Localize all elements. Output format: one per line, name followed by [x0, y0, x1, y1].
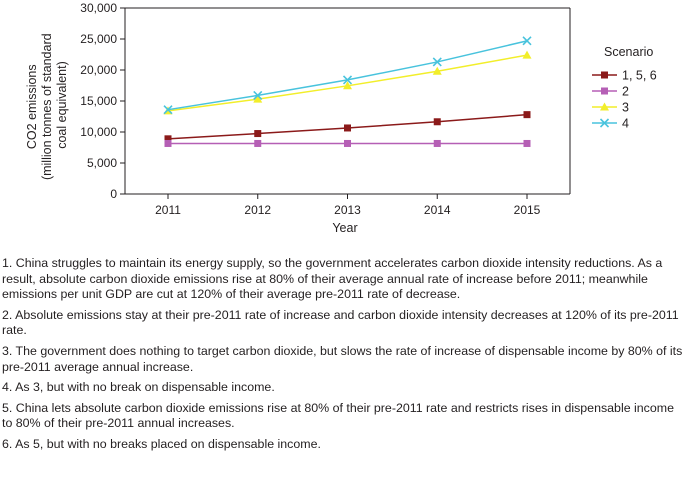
scenario-notes: 1. China struggles to maintain its energ…	[2, 256, 684, 458]
legend: Scenario 1, 5, 6 2 3 4	[592, 45, 657, 131]
x-tick-label: 2013	[334, 203, 361, 217]
data-point-series-2	[164, 139, 172, 147]
x-tick-label: 2015	[514, 203, 541, 217]
y-tick-label: 0	[110, 187, 117, 201]
legend-swatch-marker	[601, 87, 608, 95]
y-tick-label: 10,000	[80, 125, 117, 139]
emissions-chart: 0 5,000 10,000 15,000 20,000 25,000 30,000 201…	[25, 1, 657, 235]
note-2: 2. Absolute emissions stay at their pre-…	[2, 307, 679, 338]
data-point-series-2	[344, 139, 351, 147]
x-tick-label: 2012	[244, 203, 271, 217]
y-axis-title-line1: CO2 emissions	[25, 64, 39, 149]
data-point-series-4	[253, 90, 263, 100]
legend-swatch-marker	[600, 102, 609, 111]
x-tick-label: 2011	[155, 203, 181, 217]
data-point-series-1	[164, 135, 172, 143]
data-point-series-2	[254, 139, 262, 147]
y-axis-title: CO2 emissions (million tonnes of standar…	[25, 30, 69, 180]
data-point-series-1	[344, 124, 351, 132]
data-point-series-1	[254, 130, 262, 138]
data-point-series-4	[432, 57, 442, 67]
note-4: 4. As 3, but with no break on dispensabl…	[2, 380, 275, 395]
y-axis-title-line3: coal equivalent)	[55, 61, 69, 149]
data-point-series-4	[342, 75, 353, 85]
legend-label-1: 1, 5, 6	[622, 69, 657, 83]
data-point-series-4	[163, 105, 173, 115]
y-axis-title-line2: (million tonnes of standard	[40, 33, 54, 180]
data-point-series-3	[522, 50, 532, 59]
legend-swatch-marker	[601, 71, 608, 79]
note-6: 6. As 5, but with no breaks placed on di…	[2, 436, 321, 451]
legend-label-4: 4	[622, 117, 629, 131]
series-line-4	[167, 40, 528, 111]
legend-label-3: 3	[622, 101, 629, 115]
x-tick-label: 2014	[424, 203, 451, 217]
data-point-series-3	[432, 66, 442, 75]
y-tick-label: 30,000	[80, 1, 117, 15]
note-3: 3. The government does nothing to target…	[2, 343, 683, 374]
data-point-series-2	[433, 139, 441, 147]
y-tick-label: 25,000	[80, 32, 117, 46]
data-point-series-4	[522, 36, 532, 46]
data-point-series-1	[523, 111, 531, 119]
data-point-series-3	[253, 94, 263, 103]
legend-swatch-marker	[599, 118, 610, 128]
data-point-series-3	[343, 81, 352, 90]
legend-title: Scenario	[604, 45, 653, 59]
y-tick-label: 15,000	[80, 94, 117, 108]
y-tick-label: 5,000	[87, 156, 117, 170]
legend-label-2: 2	[622, 85, 629, 99]
data-point-series-2	[523, 139, 531, 147]
data-point-series-1	[433, 118, 441, 126]
y-tick-label: 20,000	[80, 63, 117, 77]
x-axis-title: Year	[332, 221, 357, 235]
note-1: 1. China struggles to maintain its energ…	[2, 256, 663, 302]
note-5: 5. China lets absolute carbon dioxide em…	[2, 400, 674, 431]
